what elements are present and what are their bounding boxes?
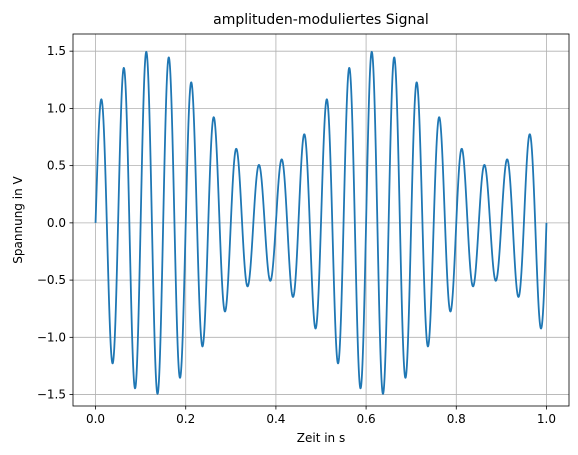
y-axis-label: Spannung in V bbox=[11, 176, 25, 264]
y-tick-label: 0.0 bbox=[47, 216, 66, 230]
y-tick-label: −1.0 bbox=[37, 330, 66, 344]
tick-marks bbox=[69, 50, 547, 410]
y-tick-label: 1.0 bbox=[47, 101, 66, 115]
x-tick-label: 1.0 bbox=[537, 412, 556, 426]
x-axis-label: Zeit in s bbox=[297, 431, 345, 445]
y-tick-label: −0.5 bbox=[37, 273, 66, 287]
x-tick-label: 0.2 bbox=[176, 412, 195, 426]
x-tick-label: 0.8 bbox=[447, 412, 466, 426]
x-tick-label: 0.4 bbox=[266, 412, 285, 426]
y-tick-label: 1.5 bbox=[47, 44, 66, 58]
y-tick-label: 0.5 bbox=[47, 159, 66, 173]
plot-frame bbox=[72, 33, 570, 407]
y-tick-labels: −1.5 −1.0 −0.5 0.0 0.5 1.0 1.5 bbox=[37, 44, 66, 401]
y-tick-label: −1.5 bbox=[37, 388, 66, 402]
x-tick-label: 0.6 bbox=[357, 412, 376, 426]
series-layer bbox=[94, 50, 548, 395]
am-signal-line bbox=[94, 50, 548, 395]
chart-title: amplituden-moduliertes Signal bbox=[213, 12, 429, 28]
x-tick-labels: 0.0 0.2 0.4 0.6 0.8 1.0 bbox=[86, 412, 556, 426]
x-tick-label: 0.0 bbox=[86, 412, 105, 426]
